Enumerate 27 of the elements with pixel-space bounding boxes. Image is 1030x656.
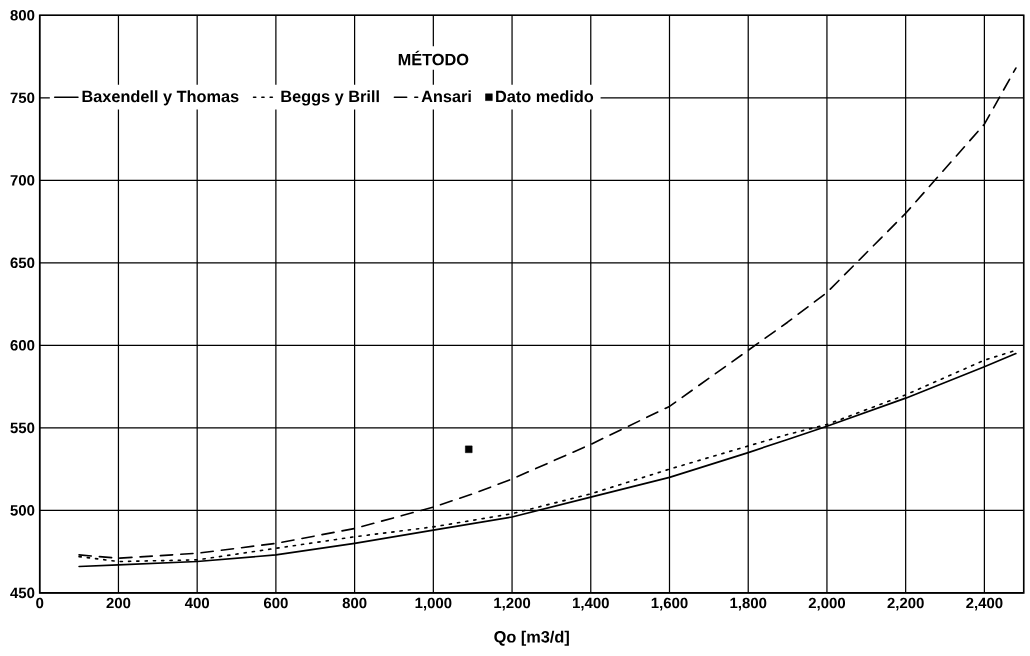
legend-label: Dato medido bbox=[496, 90, 594, 103]
y-tick-label: 450 bbox=[10, 587, 35, 599]
legend-label: Ansari bbox=[421, 90, 471, 103]
x-tick-label: 0 bbox=[36, 597, 44, 609]
x-tick-label: 400 bbox=[184, 597, 210, 609]
x-tick-label: 1,200 bbox=[494, 597, 531, 611]
x-tick-label: 2,000 bbox=[808, 597, 846, 611]
x-tick-label: 1,400 bbox=[573, 597, 609, 611]
legend-label: Beggs y Brill bbox=[281, 90, 379, 106]
legend-label: Baxendell y Thomas bbox=[82, 90, 239, 106]
x-tick-label: 200 bbox=[106, 597, 131, 609]
x-tick-label: 1,600 bbox=[651, 597, 688, 611]
x-tick-label: 1,000 bbox=[415, 597, 452, 611]
x-tick-label: 2,200 bbox=[887, 597, 924, 611]
y-tick-label: 750 bbox=[10, 92, 35, 104]
y-tick-label: 500 bbox=[10, 505, 35, 516]
y-tick-label: 700 bbox=[10, 175, 35, 186]
y-tick-label: 650 bbox=[10, 257, 35, 269]
y-tick-label: 800 bbox=[10, 10, 35, 21]
y-tick-label: 600 bbox=[10, 340, 35, 351]
x-axis-title: Qo [m3/d] bbox=[494, 630, 569, 646]
x-tick-label: 1,800 bbox=[730, 597, 767, 611]
x-tick-label: 600 bbox=[263, 597, 288, 609]
y-tick-label: 550 bbox=[10, 422, 35, 434]
legend-title: MÉTODO bbox=[398, 50, 469, 66]
x-tick-label: 800 bbox=[342, 597, 367, 609]
x-tick-label: 2,400 bbox=[966, 597, 1003, 611]
